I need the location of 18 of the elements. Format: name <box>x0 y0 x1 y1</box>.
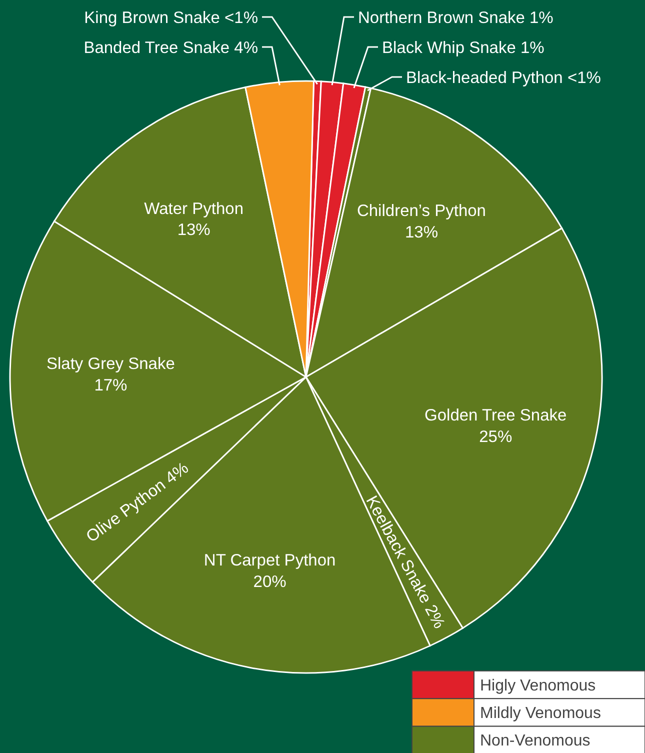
data-label: 13% <box>404 224 438 242</box>
slice-label: King Brown Snake <1% <box>84 8 258 27</box>
slice-label: Black-headed Python <1% <box>406 68 602 87</box>
slice-label: Water Python <box>144 200 244 218</box>
slice-label: Golden Tree Snake <box>424 406 567 425</box>
text: Non-Venomous <box>480 732 590 750</box>
data-label: 13% <box>177 221 211 240</box>
data-label: 20% <box>253 573 287 592</box>
data-label: 17% <box>94 376 128 395</box>
text: Mildly Venomous <box>480 705 601 722</box>
data-label: 25% <box>479 428 512 446</box>
slice-label: Slaty Grey Snake <box>46 355 175 374</box>
text: Higly Venomous <box>480 677 596 694</box>
slice-label: NT Carpet Python <box>204 552 336 570</box>
slice-label: Children’s Python <box>356 202 486 220</box>
slice-label: Northern Brown Snake 1% <box>358 8 554 27</box>
slice-label: Banded Tree Snake 4% <box>84 38 258 57</box>
slice-label: Black Whip Snake 1% <box>382 38 545 57</box>
